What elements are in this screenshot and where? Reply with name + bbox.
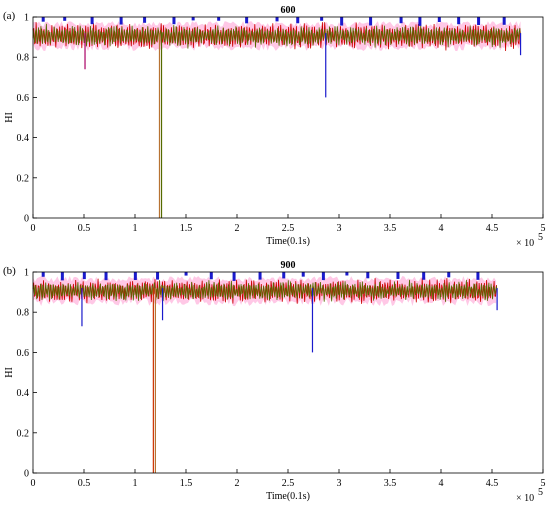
charta-ytick-label: 0.8 xyxy=(17,53,30,64)
charta-xtick-label: 4.5 xyxy=(486,223,499,234)
chartb-spike-mark xyxy=(476,272,480,280)
chartb-spike-mark xyxy=(301,272,305,277)
chartb-spike-mark xyxy=(422,272,426,280)
chart-panel-a: 0 0.5 1 1.5 2 2.5 3 3.5 4 4.5 5 0 0.2 0.4 0.6 0.8 1 600 (a… xyxy=(3,5,546,249)
charta-ytick-label: 0 xyxy=(24,214,29,225)
charta-spike-mark xyxy=(217,17,221,21)
chartb-spike-mark xyxy=(156,272,160,280)
charta-xtick-label: 1.5 xyxy=(180,223,193,234)
charta-xtick-label: 5 xyxy=(541,223,546,234)
charta-x-exponent-power: 5 xyxy=(538,232,543,243)
chartb-xtick-label: 2.5 xyxy=(282,478,295,489)
charta-xlabel: Time(0.1s) xyxy=(266,236,310,247)
chartb-series-1-line xyxy=(32,279,498,302)
charta-xtick-label: 3 xyxy=(337,223,342,234)
chartb-spike-mark xyxy=(82,272,86,280)
chartb-spike-mark xyxy=(184,272,188,276)
chartb-ytick-label: 0.4 xyxy=(17,388,30,399)
charta-xtick-label: 0.5 xyxy=(78,223,91,234)
chartb-spike-mark xyxy=(447,272,451,278)
chartb-spike-mark xyxy=(41,272,45,277)
chartb-ytick-label: 0.2 xyxy=(17,428,30,439)
charta-spike-mark xyxy=(172,17,176,25)
chartb-xtick-label: 5 xyxy=(541,478,546,489)
chartb-xtick-label: 3 xyxy=(337,478,342,489)
chartb-spike-mark xyxy=(232,272,236,281)
charta-spike-mark xyxy=(320,17,324,21)
chartb-ylabel: HI xyxy=(4,367,15,378)
chartb-xlabel: Time(0.1s) xyxy=(266,491,310,502)
chartb-spike-mark xyxy=(104,272,108,281)
charta-spike-mark xyxy=(119,17,123,25)
chartb-xtick-label: 1 xyxy=(133,478,138,489)
chart-a-svg: 0 0.5 1 1.5 2 2.5 3 3.5 4 4.5 5 0 0.2 0.4 0.6 0.8 1 600 (a… xyxy=(3,5,546,249)
chartb-spike-mark xyxy=(396,272,400,279)
chartb-xtick-label: 4.5 xyxy=(486,478,499,489)
chartb-ytick-label: 1 xyxy=(24,268,29,279)
chartb-spike-mark xyxy=(133,272,137,280)
charta-spike-mark xyxy=(143,17,147,23)
charta-xtick-label: 2.5 xyxy=(282,223,295,234)
chartb-spike-mark xyxy=(282,272,286,279)
charta-xtick-label: 1 xyxy=(133,223,138,234)
charta-spike-mark xyxy=(63,17,67,21)
charta-xtick-label: 4 xyxy=(439,223,444,234)
chartb-ytick-label: 0.8 xyxy=(17,308,30,319)
charta-spike-mark xyxy=(502,17,506,25)
chartb-spike-mark xyxy=(60,272,64,281)
charta-ytick-label: 1 xyxy=(24,13,29,24)
chartb-ytick-label: 0.6 xyxy=(17,348,30,359)
chartb-x-exponent-power: 5 xyxy=(538,487,543,498)
charta-spike-mark xyxy=(477,17,481,25)
charta-ytick-label: 0.2 xyxy=(17,173,30,184)
charta-series-1-line xyxy=(32,23,521,49)
chartb-spike-mark xyxy=(345,272,349,276)
chartb-x-exponent: × 10 xyxy=(516,493,534,504)
chart-panel-b: 0 0.5 1 1.5 2 2.5 3 3.5 4 4.5 5 0 0.2 0.4 0.6 0.8 1 900 (b… xyxy=(0,255,550,510)
charta-ylabel: HI xyxy=(4,112,15,123)
charta-spike-mark xyxy=(437,17,441,23)
chartb-spike-mark xyxy=(321,272,325,281)
chartb-xtick-label: 4 xyxy=(439,478,444,489)
chartb-title: 900 xyxy=(281,260,296,271)
charta-spike-mark xyxy=(275,17,279,22)
charta-spike-mark xyxy=(418,17,422,26)
charta-title: 600 xyxy=(281,5,296,16)
charta-xtick-label: 0 xyxy=(31,223,36,234)
charta-spike-mark xyxy=(457,17,461,25)
chartb-spike-mark xyxy=(209,272,213,280)
chartb-spike-mark xyxy=(258,272,262,280)
charta-spike-mark xyxy=(340,17,344,26)
chartb-xtick-label: 0.5 xyxy=(78,478,91,489)
chart-b-svg: 0 0.5 1 1.5 2 2.5 3 3.5 4 4.5 5 0 0.2 0.4 0.6 0.8 1 900 (b… xyxy=(3,260,546,504)
chartb-panel-label: (b) xyxy=(3,265,16,277)
chartb-ytick-label: 0 xyxy=(24,469,29,480)
charta-xtick-label: 2 xyxy=(235,223,240,234)
chartb-xtick-label: 0 xyxy=(31,478,36,489)
chartb-xtick-label: 3.5 xyxy=(384,478,397,489)
chartb-xtick-label: 2 xyxy=(235,478,240,489)
charta-spike-mark xyxy=(191,17,195,21)
charta-spike-mark xyxy=(41,17,45,22)
charta-spike-mark xyxy=(296,17,300,24)
charta-spike-mark xyxy=(245,17,249,24)
charta-spike-mark xyxy=(90,17,94,25)
charta-spike-mark xyxy=(399,17,403,24)
chartb-xtick-label: 1.5 xyxy=(180,478,193,489)
charta-xtick-label: 3.5 xyxy=(384,223,397,234)
charta-spike-mark xyxy=(369,17,373,26)
chartb-spike-mark xyxy=(366,272,370,279)
charta-x-exponent: × 10 xyxy=(516,238,534,249)
charta-ytick-label: 0.4 xyxy=(17,133,30,144)
charta-ytick-label: 0.6 xyxy=(17,93,30,104)
charta-panel-label: (a) xyxy=(3,10,16,22)
